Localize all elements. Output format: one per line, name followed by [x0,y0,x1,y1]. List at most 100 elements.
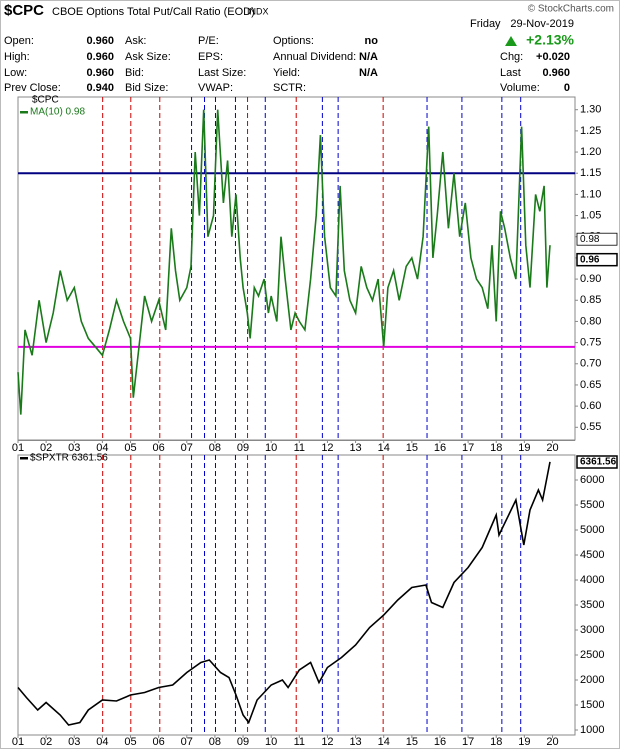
field-label: Ask: [125,35,146,47]
field-label: Options: [273,35,314,47]
x-tick-label: 13 [349,442,361,454]
x-tick-label: 06 [153,736,165,748]
x-tick-label: 01 [12,736,24,748]
field-label: SCTR: [273,82,306,94]
y-tick-label: 2000 [580,674,604,686]
x-tick-label: 02 [40,442,52,454]
y-tick-label: 1500 [580,699,604,711]
legend-swatch [20,111,28,114]
last-value-label: 0.98 [580,234,600,245]
x-tick-label: 01 [12,442,24,454]
y-tick-label: 2500 [580,649,604,661]
field-value: +0.020 [536,51,570,63]
y-tick-label: 1.15 [580,167,601,179]
x-tick-label: 05 [124,736,136,748]
field-label: Chg: [500,51,523,63]
x-tick-label: 02 [40,736,52,748]
x-tick-label: 09 [237,736,249,748]
y-tick-label: 6000 [580,474,604,486]
series-line [17,109,551,415]
field-value: 0.960 [86,67,114,79]
legend-label: $SPXTR 6361.56 [30,453,108,464]
y-tick-label: 0.85 [580,294,601,306]
field-label: Yield: [273,67,300,79]
legend-title: $CPC [32,95,59,106]
x-tick-label: 16 [434,442,446,454]
x-tick-label: 03 [68,442,80,454]
y-tick-label: 0.65 [580,379,601,391]
change-pct: +2.13% [526,32,574,48]
x-tick-label: 14 [378,736,390,748]
x-tick-label: 08 [209,442,221,454]
field-label: Annual Dividend: [273,51,356,63]
field-label: Bid Size: [125,82,168,94]
y-tick-label: 3500 [580,599,604,611]
x-tick-label: 04 [96,442,108,454]
legend-label: MA(10) 0.98 [30,107,85,118]
field-value: 0.960 [86,35,114,47]
x-tick-label: 19 [518,736,530,748]
x-tick-label: 18 [490,442,502,454]
y-tick-label: 4500 [580,549,604,561]
field-label: Volume: [500,82,540,94]
symbol: $CPC [4,2,44,19]
y-tick-label: 3000 [580,624,604,636]
y-tick-label: 4000 [580,574,604,586]
last-value-label: 0.96 [580,254,600,265]
y-tick-label: 0.90 [580,273,601,285]
x-tick-label: 12 [321,736,333,748]
field-label: P/E: [198,35,219,47]
last-value-box [576,252,618,267]
x-tick-label: 13 [349,736,361,748]
x-tick-label: 10 [265,442,277,454]
y-tick-label: 5000 [580,524,604,536]
y-tick-label: 1.20 [580,146,601,158]
x-tick-label: 06 [153,442,165,454]
y-tick-label: 1.30 [580,104,601,116]
field-value: no [365,35,379,47]
y-tick-label: 1.10 [580,188,601,200]
y-tick-label: 5500 [580,499,604,511]
last-value-box [576,232,618,246]
security-name: CBOE Options Total Put/Call Ratio (EOD) [52,6,255,18]
field-label: Bid: [125,67,144,79]
x-tick-label: 15 [406,442,418,454]
x-tick-label: 10 [265,736,277,748]
x-tick-label: 20 [546,442,558,454]
last-value-box [576,455,618,469]
x-tick-label: 11 [294,736,305,748]
x-tick-label: 19 [518,442,530,454]
field-label: EPS: [198,51,223,63]
y-tick-label: 1.25 [580,125,601,137]
x-tick-label: 03 [68,736,80,748]
y-tick-label: 1.05 [580,209,601,221]
y-tick-label: 0.55 [580,421,601,433]
field-label: Last [500,67,521,79]
x-tick-label: 16 [434,736,446,748]
x-tick-label: 08 [209,736,221,748]
x-tick-label: 15 [406,736,418,748]
field-value: 0 [564,82,570,94]
y-tick-label: 0.60 [580,400,601,412]
field-label: Low: [4,67,27,79]
x-tick-label: 09 [237,442,249,454]
field-label: VWAP: [198,82,233,94]
field-value: N/A [359,51,378,63]
exchange: INDX [247,6,269,16]
field-value: 0.940 [86,82,114,94]
last-value-label: 6361.56 [580,457,617,468]
y-tick-label: 1000 [580,724,604,736]
field-value: 0.960 [86,51,114,63]
field-label: Open: [4,35,34,47]
x-tick-label: 17 [462,736,474,748]
x-tick-label: 12 [321,442,333,454]
x-tick-label: 17 [462,442,474,454]
field-label: Last Size: [198,67,246,79]
date: 29-Nov-2019 [510,18,574,30]
x-tick-label: 05 [124,442,136,454]
copyright: © StockCharts.com [528,4,614,15]
field-value: 0.960 [542,67,570,79]
x-tick-label: 07 [181,736,193,748]
